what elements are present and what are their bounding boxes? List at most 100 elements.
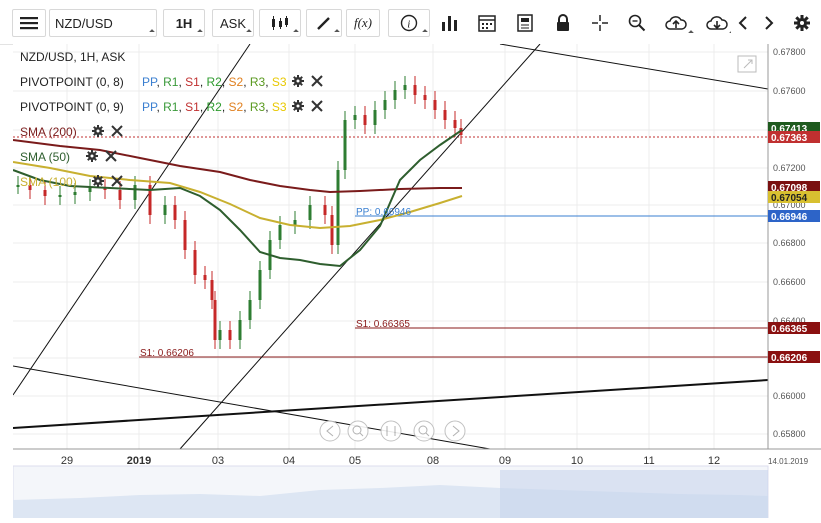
candle-body	[343, 120, 347, 170]
indicator-name: PIVOTPOINT (0, 8)	[20, 75, 124, 89]
close-icon[interactable]	[111, 175, 123, 187]
chart-type-button[interactable]	[259, 9, 301, 37]
price-tag-label: 0.67413	[771, 124, 808, 135]
pivot-legend-1[interactable]: PIVOTPOINT (0, 8) PP, R1, S1, R2, S2, R3…	[20, 75, 287, 89]
gear-icon[interactable]	[92, 125, 104, 137]
close-icon[interactable]	[311, 75, 323, 87]
price-tag	[768, 322, 820, 334]
candle-body	[393, 90, 397, 100]
pivot-legend-2[interactable]: PIVOTPOINT (0, 9) PP, R1, S1, R2, S2, R3…	[20, 100, 287, 114]
gear-icon[interactable]	[86, 150, 98, 162]
candle-body	[308, 205, 312, 220]
gear-icon[interactable]	[292, 100, 304, 112]
candle-body	[103, 188, 107, 190]
chart-legend: NZD/USD, 1H, ASK PIVOTPOINT (0, 8) PP, R…	[20, 50, 323, 189]
candles	[16, 76, 463, 349]
x-tick-label: 04	[283, 455, 295, 467]
indicator-button[interactable]: f(x)	[346, 9, 380, 37]
zoom-button[interactable]	[620, 9, 654, 37]
upload-button[interactable]	[657, 9, 695, 37]
menu-button[interactable]	[12, 9, 46, 37]
scroll-right-button[interactable]	[757, 9, 781, 37]
x-tick-label: 05	[349, 455, 361, 467]
trend-lines[interactable]	[12, 43, 769, 450]
draw-tool-button[interactable]	[306, 9, 342, 37]
sma-100-label[interactable]: SMA (100)	[20, 175, 77, 189]
candle-body	[323, 205, 327, 215]
price-axis[interactable]	[768, 44, 821, 449]
x-date-label: 14.01.2019	[768, 457, 809, 466]
price-tag-label: 0.66365	[771, 324, 808, 335]
crosshair-button[interactable]	[583, 9, 617, 37]
calendar-button[interactable]	[470, 9, 504, 37]
navigator-window[interactable]	[500, 470, 768, 518]
sma-100-line	[12, 161, 463, 230]
gear-icon[interactable]	[92, 175, 104, 187]
candle-body	[210, 280, 214, 300]
cloud-upload-icon	[665, 16, 687, 30]
candle-body	[133, 185, 137, 200]
candle-body	[218, 330, 222, 340]
x-tick-label: 29	[61, 455, 73, 467]
info-icon: i	[400, 14, 418, 32]
close-icon[interactable]	[311, 100, 323, 112]
symbol-label: NZD/USD	[55, 15, 113, 31]
zoom-in-icon	[413, 420, 435, 442]
volume-button[interactable]	[433, 9, 467, 37]
nav-controls[interactable]	[319, 420, 466, 442]
sma-50-line	[12, 129, 463, 268]
price-tag-label: 0.66946	[771, 212, 808, 223]
price-tag-label: 0.67098	[771, 183, 808, 194]
chart-area[interactable]: NZD/USD, 1H, ASK PIVOTPOINT (0, 8) PP, R…	[12, 43, 821, 519]
y-tick-label: 0.65800	[773, 429, 806, 439]
gear-icon[interactable]	[292, 75, 304, 87]
candle-body	[148, 185, 152, 215]
s1-level-label-b: S1: 0.66206	[140, 348, 194, 359]
x-ticks: 29 2019 03 04 05 08 09 10 11 12 14.01.2019	[61, 455, 809, 467]
news-button[interactable]	[508, 9, 542, 37]
timeframe-selector[interactable]: 1H	[163, 9, 205, 37]
candle-body	[238, 320, 242, 340]
price-type-selector[interactable]: ASK	[212, 9, 254, 37]
price-tag	[768, 351, 820, 363]
nav-prev-icon	[319, 420, 341, 442]
sma-50-label[interactable]: SMA (50)	[20, 150, 70, 164]
close-icon[interactable]	[111, 125, 123, 137]
candle-body	[163, 205, 167, 215]
candle-body	[228, 330, 232, 340]
x-tick-label: 09	[499, 455, 511, 467]
toolbar: NZD/USD 1H ASK f(x) i	[0, 0, 821, 45]
price-chart[interactable]: NZD/USD, 1H, ASK PIVOTPOINT (0, 8) PP, R…	[12, 43, 821, 519]
x-tick-label: 03	[212, 455, 224, 467]
document-icon	[517, 14, 533, 32]
lock-button[interactable]	[546, 9, 580, 37]
candle-body	[453, 120, 457, 128]
candles-icon	[272, 16, 288, 30]
y-tick-label: 0.67200	[773, 163, 806, 173]
settings-button[interactable]	[788, 9, 816, 37]
download-button[interactable]	[698, 9, 736, 37]
price-tag	[768, 210, 820, 222]
symbol-selector[interactable]: NZD/USD	[49, 9, 157, 37]
gear-icon	[794, 15, 810, 31]
popout-icon[interactable]	[737, 55, 757, 73]
candle-body	[413, 85, 417, 95]
bar-chart-icon	[442, 16, 457, 31]
scroll-left-button[interactable]	[731, 9, 755, 37]
timeframe-label: 1H	[175, 15, 193, 31]
close-icon[interactable]	[105, 150, 117, 162]
x-tick-label: 10	[571, 455, 583, 467]
price-tag-label: 0.67054	[771, 193, 808, 204]
candle-body	[58, 195, 62, 197]
candle-body	[118, 190, 122, 200]
reset-icon	[380, 420, 402, 442]
y-tick-label: 0.66600	[773, 277, 806, 287]
candle-body	[28, 185, 32, 190]
sma-200-label[interactable]: SMA (200)	[20, 125, 77, 139]
hamburger-icon	[20, 17, 38, 30]
info-button[interactable]: i	[388, 9, 430, 37]
candle-body	[336, 170, 340, 245]
candle-body	[213, 300, 217, 340]
chevron-right-icon	[765, 16, 774, 30]
price-tag	[768, 181, 820, 193]
